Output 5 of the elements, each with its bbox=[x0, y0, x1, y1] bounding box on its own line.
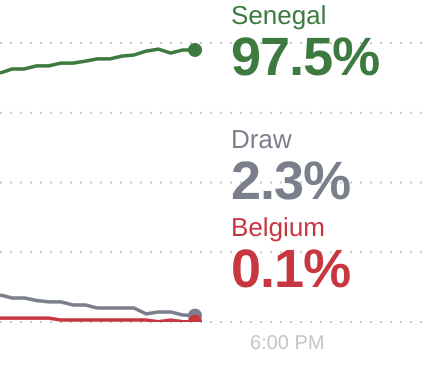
text: 6:00 PM bbox=[250, 332, 324, 354]
text: Draw bbox=[231, 124, 293, 154]
text: Belgium bbox=[231, 212, 326, 242]
series-label: Senegal bbox=[231, 0, 328, 30]
data-label: 2.3% bbox=[231, 151, 352, 211]
